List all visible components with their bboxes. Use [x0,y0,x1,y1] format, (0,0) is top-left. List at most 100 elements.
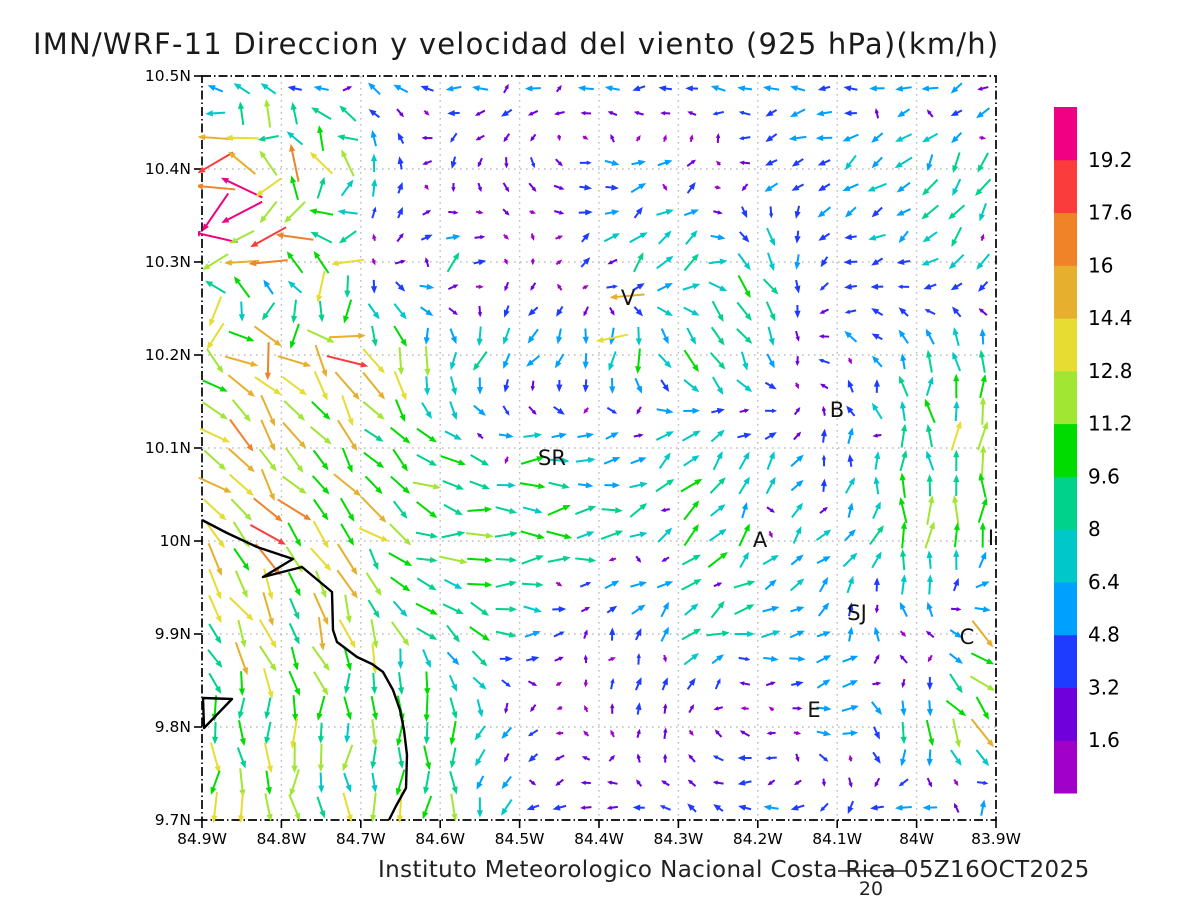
wind-arrow [582,353,589,370]
wind-arrow [238,720,246,747]
wind-arrow [575,457,596,464]
wind-arrow [794,254,801,270]
wind-arrow [953,778,959,787]
wind-arrow [709,477,726,494]
wind-arrow [396,232,404,243]
colorbar-label: 11.2 [1088,412,1133,436]
wind-arrow [371,178,378,197]
wind-arrow [288,670,300,697]
wind-arrow [334,371,360,400]
wind-arrow [847,626,854,642]
wind-arrow [688,754,696,763]
wind-arrow [629,502,648,518]
colorbar-swatch [1054,476,1077,530]
wind-arrow [926,109,934,118]
wind-arrow [608,327,616,346]
wind-arrow [289,143,300,182]
wind-arrow [790,554,804,566]
wind-arrow [630,182,647,194]
wind-arrow [768,530,773,539]
wind-arrow [926,700,933,717]
wind-arrow [764,579,777,591]
wind-arrow [287,572,301,597]
wind-arrow [658,452,671,469]
wind-arrow [765,109,778,117]
colorbar-swatch [1054,107,1077,161]
wind-arrow [738,110,751,116]
wind-arrow [316,796,326,819]
wind-arrow [496,482,516,489]
wind-arrow [761,630,781,639]
wind-arrow [713,706,723,711]
wind-arrow [659,805,671,811]
wind-arrow [476,699,484,718]
wind-arrow [395,281,406,292]
wind-arrow [977,497,988,523]
station-labels: V B SR A SJ C E I [538,286,994,722]
wind-arrow [792,706,803,711]
wind-arrow [897,108,911,118]
wind-arrow [530,704,537,713]
wind-arrow [207,542,222,576]
wind-arrow [390,475,411,494]
wind-arrow [976,253,990,270]
wind-arrow [843,258,858,266]
wind-arrow [555,681,563,687]
wind-arrow [635,134,641,142]
wind-arrow [898,307,909,317]
wind-arrow [309,208,334,216]
wind-arrow [979,522,986,548]
wind-arrow [582,135,589,140]
wind-arrow [392,600,408,618]
wind-arrow [793,431,802,441]
wind-arrow [872,433,882,438]
wind-arrow [236,747,246,769]
wind-arrow [555,259,563,266]
wind-arrow [556,705,563,710]
wind-arrow [816,631,832,638]
wind-arrow [231,399,251,422]
wind-arrow [925,424,934,448]
wind-arrow [286,131,304,146]
wind-arrow [736,379,753,393]
wind-arrow [790,479,804,492]
wind-arrow [630,457,647,465]
wind-arrow [287,522,302,547]
wind-arrow [632,283,645,292]
wind-arrow [899,630,907,637]
wind-arrow [446,624,460,643]
wind-arrow [264,98,272,128]
wind-arrow [343,646,352,671]
wind-arrow [926,749,933,767]
wind-arrow [579,160,592,165]
wind-arrow [522,506,543,514]
wind-arrow [289,597,300,621]
wind-arrow [416,627,438,640]
wind-arrow [198,476,232,493]
wind-arrow [709,352,726,370]
wind-arrow [631,604,646,615]
wind-arrow [792,526,802,544]
wind-arrow [873,626,880,642]
wind-arrow [766,451,775,470]
wind-arrow [795,356,800,367]
wind-arrow [583,306,589,317]
station-label-sr: SR [538,446,566,470]
wind-arrow [286,251,304,274]
wind-arrow [206,322,225,350]
wind-arrow [926,676,933,691]
wind-arrow [476,326,483,347]
wind-arrow [504,702,509,714]
wind-arrow [820,256,829,268]
wind-arrow [953,449,960,472]
wind-arrow [229,596,254,621]
wind-arrow [390,576,411,592]
wind-arrow [555,235,564,240]
wind-arrow [423,694,430,723]
wind-arrow [523,432,543,439]
colorbar-label: 14.4 [1088,306,1133,330]
colorbar-swatch [1054,159,1077,214]
wind-arrow [711,407,725,414]
wind-arrow [344,723,351,744]
wind-arrow [663,727,668,739]
